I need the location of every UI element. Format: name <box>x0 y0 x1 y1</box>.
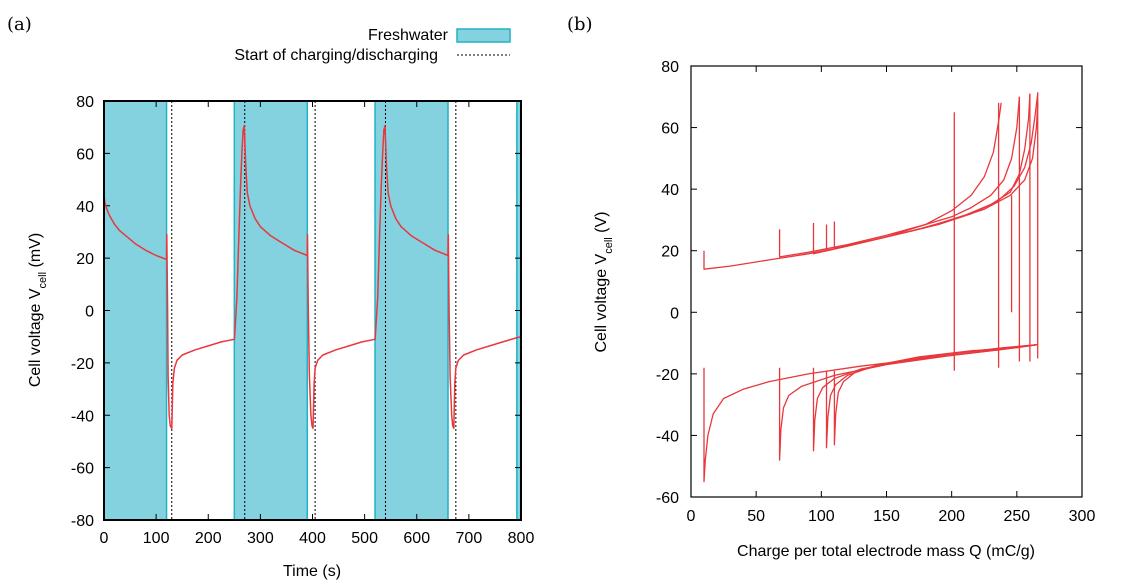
start-lines <box>171 101 457 520</box>
panel-b-frame <box>690 65 1083 498</box>
x-tick-label: 150 <box>873 508 900 525</box>
charge-voltage-series-15 <box>833 343 1038 446</box>
panel-a-ylabel: Cell voltage Vcell (mV) <box>27 233 49 387</box>
x-tick-label: 400 <box>299 530 326 547</box>
panel-b-ylabel-sub: cell <box>603 237 615 254</box>
panel-b-xlabel: Charge per total electrode mass Q (mC/g) <box>737 543 1035 560</box>
panel-b-ylabel-main: Cell voltage V <box>593 253 610 352</box>
y-tick-label: -40 <box>71 408 94 425</box>
x-tick-label: 600 <box>403 530 430 547</box>
y-tick-label: -40 <box>656 428 679 445</box>
charge-voltage-series-13 <box>812 343 1038 452</box>
legend-freshwater-label: Freshwater <box>368 27 449 44</box>
x-tick-label: 200 <box>195 530 222 547</box>
panel-a-tick-labels: 0 100 200 300 400 500 600 700 800 -80 -60 -40 -20 0 20… <box>71 94 535 547</box>
x-tick-label: 300 <box>1069 508 1096 525</box>
panel-a-series <box>103 125 522 430</box>
x-tick-label: 250 <box>1003 508 1030 525</box>
freshwater-band-0 <box>104 101 167 520</box>
y-tick-label: -60 <box>71 461 94 478</box>
y-tick-label: 0 <box>85 304 94 321</box>
y-tick-label: 40 <box>76 199 94 216</box>
panel-b-chart: 0 50 100 150 200 250 300 -60 -40 -20 0 20 40 60 80 Cha… <box>593 59 1095 560</box>
charge-voltage-series-14 <box>825 343 1038 449</box>
legend-freshwater-swatch <box>456 28 511 43</box>
y-tick-label: 60 <box>76 146 94 163</box>
x-tick-label: 0 <box>687 508 696 525</box>
panel-b-tick-labels: 0 50 100 150 200 250 300 -60 -40 -20 0 20 40 60 80 <box>656 59 1096 525</box>
x-tick-label: 500 <box>351 530 378 547</box>
panel-a-ylabel-sub: cell <box>37 272 49 289</box>
y-tick-label: -20 <box>656 367 679 384</box>
y-tick-label: 40 <box>661 182 679 199</box>
y-tick-label: -20 <box>71 356 94 373</box>
legend-start-label: Start of charging/discharging <box>234 47 438 64</box>
legend: Freshwater Start of charging/discharging <box>234 27 511 64</box>
charge-voltage-series-2 <box>812 93 1031 255</box>
x-tick-label: 200 <box>938 508 965 525</box>
x-tick-label: 100 <box>143 530 170 547</box>
charge-voltage-series-0 <box>703 102 1002 270</box>
panel-b-label: (b) <box>567 14 593 35</box>
charge-voltage-series-3 <box>825 93 1039 252</box>
panel-a-xlabel: Time (s) <box>283 563 341 580</box>
x-tick-label: 50 <box>747 508 765 525</box>
panel-a-ylabel-unit: (mV) <box>27 233 44 272</box>
x-tick-label: 800 <box>508 530 535 547</box>
y-tick-label: -80 <box>71 513 94 530</box>
x-tick-label: 300 <box>247 530 274 547</box>
panel-a-ylabel-main: Cell voltage V <box>27 288 44 387</box>
charge-voltage-series-11 <box>703 343 1038 483</box>
y-tick-label: 60 <box>661 121 679 138</box>
panel-b-ticks <box>690 65 1083 498</box>
y-tick-label: 20 <box>661 244 679 261</box>
y-tick-label: 80 <box>76 94 94 111</box>
x-tick-label: 100 <box>808 508 835 525</box>
panel-b-ylabel: Cell voltage Vcell (V) <box>593 211 615 352</box>
y-tick-label: 0 <box>670 305 679 322</box>
y-tick-label: 20 <box>76 251 94 268</box>
charge-voltage-series-4 <box>833 102 1039 249</box>
panel-b-ylabel-unit: (V) <box>593 211 610 237</box>
x-tick-label: 0 <box>100 530 109 547</box>
panel-a-chart: 0 100 200 300 400 500 600 700 800 -80 -60 -40 -20 0 20… <box>27 94 534 580</box>
y-tick-label: 80 <box>661 59 679 76</box>
panel-a-frame <box>103 100 522 521</box>
panel-b-series <box>703 92 1039 483</box>
x-tick-label: 700 <box>456 530 483 547</box>
charge-voltage-series-1 <box>778 96 1021 258</box>
panel-a-label: (a) <box>7 14 32 35</box>
charge-voltage-series-12 <box>778 343 1038 461</box>
freshwater-bands <box>103 101 522 520</box>
y-tick-label: -60 <box>656 490 679 507</box>
voltage-series-0 <box>103 125 522 430</box>
